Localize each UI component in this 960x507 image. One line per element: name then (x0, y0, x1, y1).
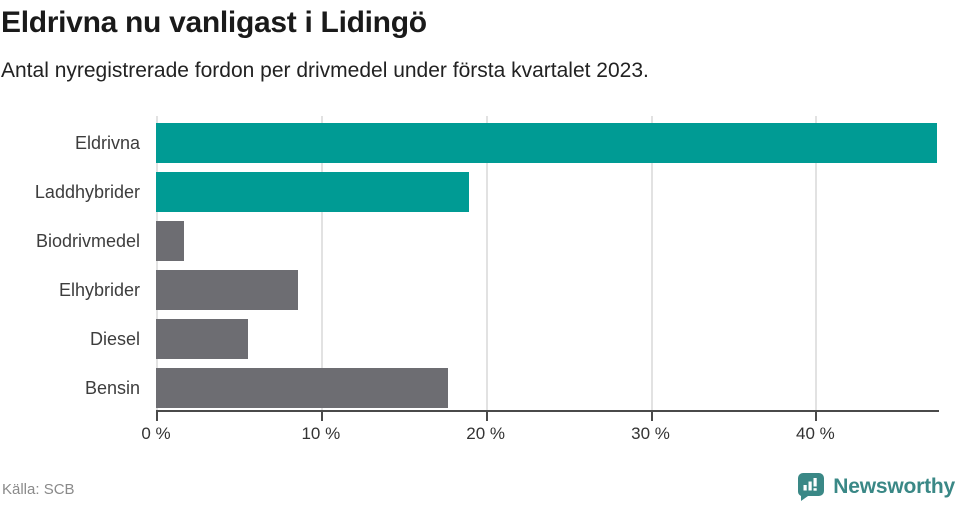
x-tick-label-20: 20 % (466, 424, 506, 443)
bar-biodrivmedel (156, 221, 185, 261)
bar-row (156, 270, 939, 310)
gridline-0 (156, 116, 158, 410)
category-label-laddhybrider: Laddhybrider (34, 182, 140, 202)
bar-row (156, 319, 939, 359)
tick-mark-20 (485, 412, 488, 421)
source-note: Källa: SCB (2, 481, 75, 498)
gridline-40 (815, 116, 818, 410)
chart-title: Eldrivna nu vanligast i Lidingö (1, 6, 427, 39)
tick-mark-40 (815, 412, 818, 421)
bar-elhybrider (156, 270, 298, 310)
tick-mark-10 (320, 412, 323, 421)
category-label-eldrivna: Eldrivna (74, 133, 140, 153)
gridline-30 (650, 116, 653, 410)
gridline-20 (485, 116, 488, 410)
category-label-biodrivmedel: Biodrivmedel (35, 231, 140, 251)
newsworthy-wordmark: Newsworthy (833, 475, 955, 498)
chart-subtitle: Antal nyregistrerade fordon per drivmede… (1, 59, 649, 82)
bar-bensin (156, 368, 448, 408)
bar-row (156, 172, 939, 212)
category-label-diesel: Diesel (89, 329, 140, 349)
tick-mark-0 (156, 412, 158, 421)
x-tick-label-30: 30 % (631, 424, 670, 443)
newsworthy-brand: Newsworthy (797, 472, 955, 502)
bar-diesel (156, 319, 249, 359)
x-tick-label-10: 10 % (301, 424, 341, 443)
newsworthy-logo-icon (797, 472, 825, 502)
tick-mark-30 (650, 412, 653, 421)
bar-row (156, 368, 939, 408)
bar-row (156, 123, 939, 163)
x-tick-label-40: 40 % (795, 424, 835, 443)
category-label-elhybrider: Elhybrider (58, 280, 140, 300)
bar-laddhybrider (156, 172, 470, 212)
gridline-10 (320, 116, 323, 410)
plot-area (156, 112, 939, 412)
bar-eldrivna (156, 123, 938, 163)
x-tick-label-0: 0 % (141, 424, 171, 443)
category-label-bensin: Bensin (84, 378, 140, 398)
bar-row (156, 221, 939, 261)
